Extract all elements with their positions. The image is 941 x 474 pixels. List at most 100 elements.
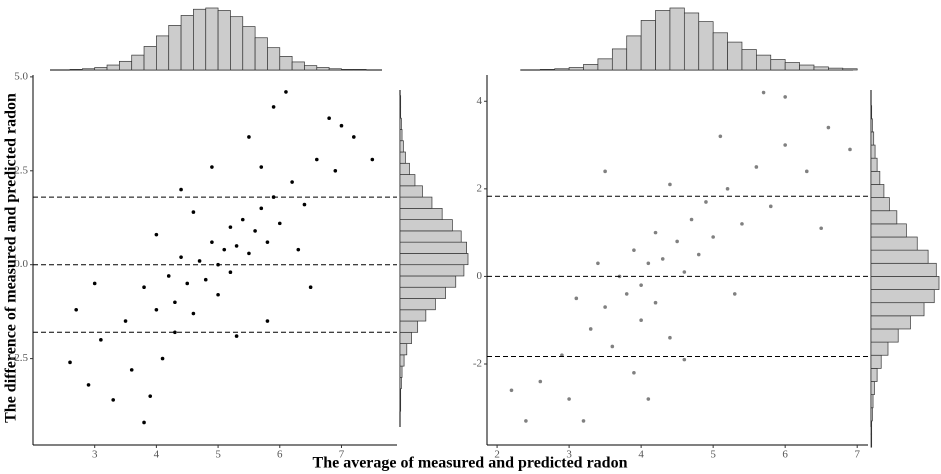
histogram-bar — [870, 105, 873, 120]
histogram-bar — [640, 20, 656, 71]
histogram-bar — [597, 58, 613, 71]
point — [191, 311, 196, 316]
histogram-bar — [870, 354, 882, 369]
histogram-bar — [131, 54, 145, 71]
histogram-bar — [399, 331, 412, 344]
y-axis-title: The difference of measured and predicted… — [3, 93, 20, 423]
point — [819, 226, 823, 231]
point — [240, 217, 245, 222]
point — [668, 182, 672, 187]
x-tick-label: 2 — [494, 449, 500, 461]
histogram-bar — [399, 241, 467, 254]
point — [725, 187, 730, 191]
histogram-bar — [399, 208, 443, 220]
point — [203, 277, 208, 282]
point — [314, 157, 319, 162]
point — [632, 248, 636, 252]
point — [826, 125, 831, 130]
histogram-bar — [399, 286, 446, 299]
point — [682, 357, 687, 362]
point — [247, 135, 251, 139]
point — [173, 300, 177, 305]
point — [216, 292, 220, 297]
x-tick-label: 6 — [277, 449, 283, 461]
histogram-bar — [82, 68, 96, 71]
point — [166, 274, 171, 278]
point — [129, 368, 134, 372]
histogram-bar — [399, 377, 402, 390]
point — [302, 202, 307, 207]
histogram-bar — [168, 25, 182, 71]
point — [277, 221, 282, 226]
histogram-bar — [399, 117, 402, 130]
point — [179, 187, 183, 192]
histogram-bar — [828, 67, 844, 71]
point — [624, 292, 629, 296]
point — [610, 344, 615, 349]
histogram-bar — [399, 388, 402, 401]
point — [160, 356, 165, 361]
histogram-bar — [741, 49, 757, 71]
histogram-bar — [217, 10, 231, 71]
histogram-bar — [698, 21, 714, 71]
point — [259, 165, 264, 169]
histogram-bar — [539, 69, 556, 71]
histogram-bar — [870, 394, 874, 409]
point — [653, 300, 658, 305]
point — [68, 360, 72, 365]
point — [234, 244, 239, 248]
point — [253, 229, 257, 233]
histogram-bar — [353, 69, 367, 71]
histogram-bar — [870, 249, 929, 264]
histogram-bar — [568, 67, 584, 71]
point — [185, 281, 190, 286]
point — [99, 338, 103, 342]
point — [284, 90, 288, 94]
histogram-bar — [180, 15, 194, 71]
histogram-bar — [205, 7, 219, 71]
point — [210, 240, 214, 244]
point — [653, 230, 658, 235]
point — [154, 232, 159, 237]
histogram-bar — [119, 60, 133, 71]
histogram-bar — [399, 320, 419, 333]
point — [603, 169, 607, 174]
histogram-bar — [106, 64, 120, 71]
point — [718, 134, 723, 139]
histogram-bar — [870, 197, 890, 212]
point — [639, 283, 643, 287]
y-tick-label: -2.5 — [11, 352, 29, 364]
histogram-bar — [399, 185, 423, 198]
histogram-bar — [870, 236, 918, 251]
point — [524, 419, 528, 423]
histogram-bar — [230, 16, 244, 71]
histogram-bar — [683, 12, 700, 71]
point — [148, 394, 153, 398]
x-tick-label: 4 — [154, 449, 160, 461]
point — [754, 165, 759, 169]
point — [668, 335, 672, 340]
histogram-bar — [583, 64, 599, 71]
point — [761, 90, 766, 95]
point — [173, 330, 177, 335]
histogram-bar — [399, 264, 465, 277]
point — [228, 270, 233, 275]
histogram-bar — [328, 68, 342, 71]
x-tick-label: 7 — [339, 449, 345, 461]
histogram-bar — [870, 302, 925, 317]
histogram-bar — [399, 219, 453, 232]
histogram-bar — [94, 67, 108, 71]
point — [296, 247, 301, 252]
point — [271, 105, 276, 109]
point — [588, 327, 593, 331]
histogram-bar — [799, 64, 815, 71]
point — [646, 397, 651, 401]
histogram-bar — [254, 37, 268, 71]
point — [142, 285, 146, 290]
histogram-bar — [399, 174, 416, 187]
point — [197, 259, 202, 263]
histogram-bar — [784, 62, 800, 71]
x-tick-label: 4 — [638, 449, 644, 461]
point — [86, 383, 91, 387]
point — [259, 206, 264, 211]
